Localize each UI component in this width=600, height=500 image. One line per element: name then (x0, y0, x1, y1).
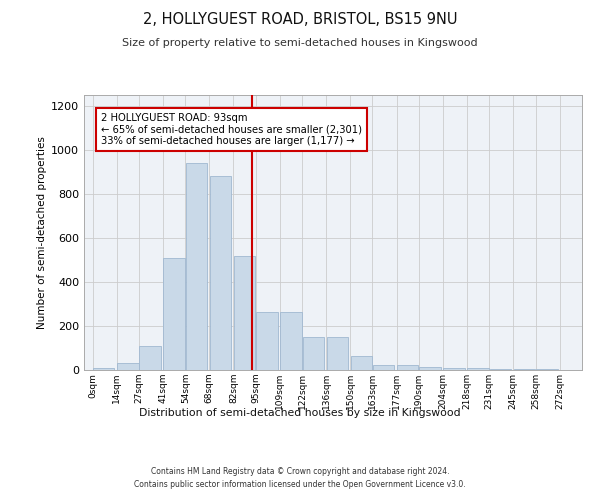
Bar (373, 364, 394, 370)
Text: Size of property relative to semi-detached houses in Kingswood: Size of property relative to semi-detach… (122, 38, 478, 48)
Bar (117, 364, 139, 370)
Bar (210, 176, 231, 370)
Bar (467, 368, 489, 370)
Bar (514, 369, 535, 370)
Bar (302, 337, 324, 370)
Bar (139, 346, 161, 370)
Bar (93, 368, 115, 370)
Text: 2, HOLLYGUEST ROAD, BRISTOL, BS15 9NU: 2, HOLLYGUEST ROAD, BRISTOL, BS15 9NU (143, 12, 457, 28)
Bar (350, 356, 372, 370)
Bar (490, 369, 511, 370)
Bar (280, 312, 302, 370)
Bar (256, 312, 278, 370)
Bar (186, 163, 207, 370)
Text: Distribution of semi-detached houses by size in Kingswood: Distribution of semi-detached houses by … (139, 408, 461, 418)
Text: 2 HOLLYGUEST ROAD: 93sqm
← 65% of semi-detached houses are smaller (2,301)
33% o: 2 HOLLYGUEST ROAD: 93sqm ← 65% of semi-d… (101, 112, 362, 146)
Y-axis label: Number of semi-detached properties: Number of semi-detached properties (37, 136, 47, 329)
Text: Contains HM Land Registry data © Crown copyright and database right 2024.: Contains HM Land Registry data © Crown c… (151, 468, 449, 476)
Text: Contains public sector information licensed under the Open Government Licence v3: Contains public sector information licen… (134, 480, 466, 489)
Bar (397, 364, 418, 370)
Bar (163, 258, 185, 370)
Bar (419, 366, 441, 370)
Bar (234, 256, 255, 370)
Bar (443, 368, 465, 370)
Bar (536, 369, 557, 370)
Bar (326, 337, 348, 370)
